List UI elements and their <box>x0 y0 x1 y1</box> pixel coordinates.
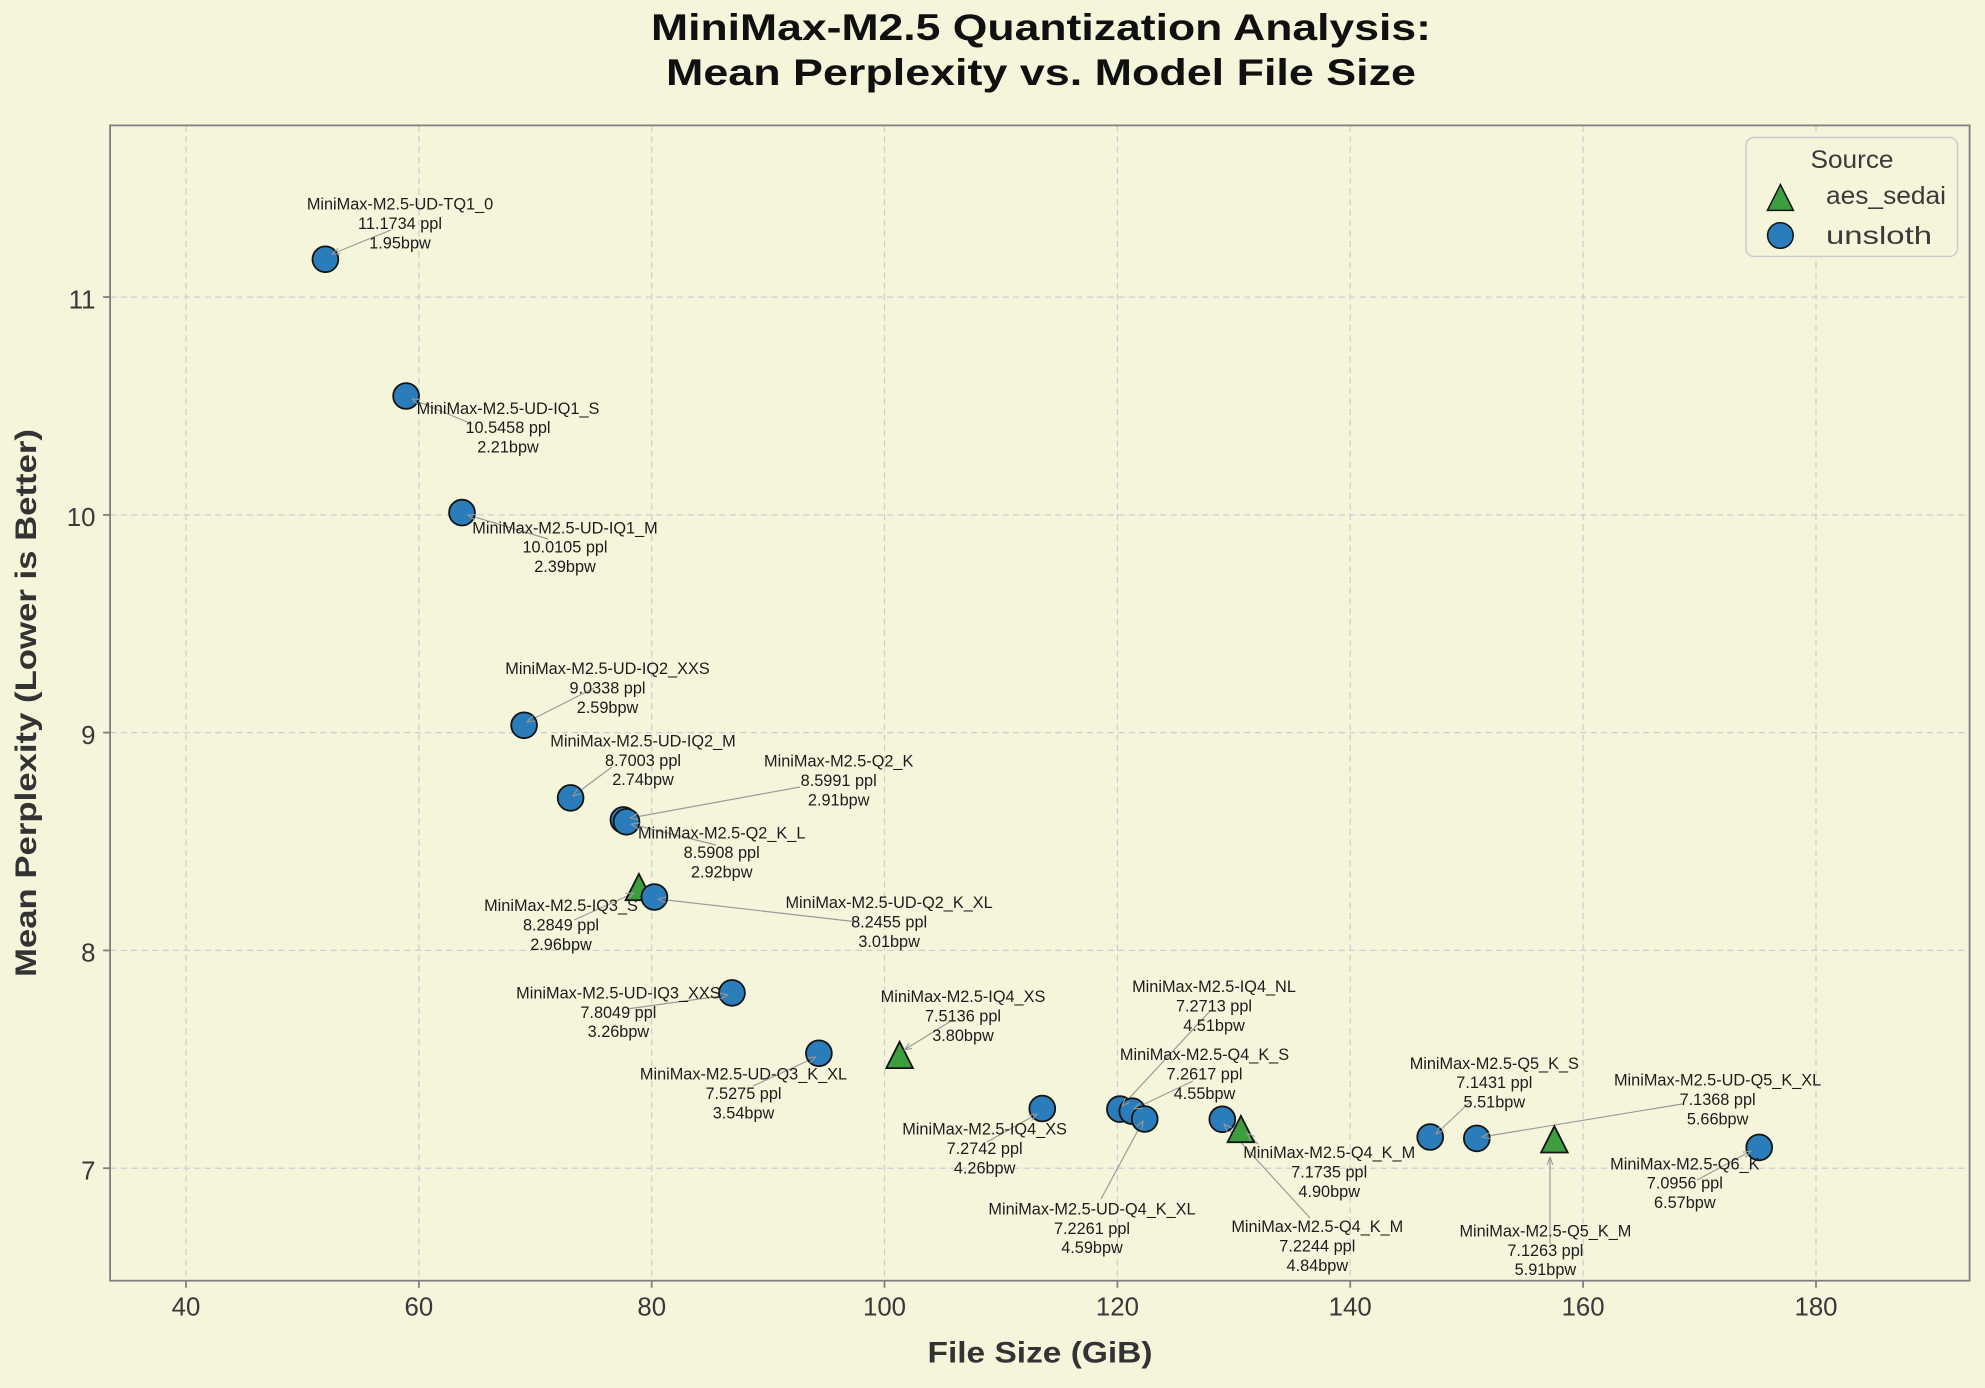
svg-text:MiniMax-M2.5-UD-IQ1_S: MiniMax-M2.5-UD-IQ1_S <box>417 400 600 418</box>
svg-text:MiniMax-M2.5-Q4_K_S: MiniMax-M2.5-Q4_K_S <box>1120 1046 1289 1064</box>
svg-text:7.1735 ppl: 7.1735 ppl <box>1291 1164 1367 1182</box>
svg-text:MiniMax-M2.5-UD-TQ1_0: MiniMax-M2.5-UD-TQ1_0 <box>307 196 493 214</box>
svg-text:9: 9 <box>81 722 95 750</box>
svg-text:MiniMax-M2.5-UD-Q2_K_XL: MiniMax-M2.5-UD-Q2_K_XL <box>785 894 992 912</box>
svg-text:4.26bpw: 4.26bpw <box>954 1159 1016 1177</box>
svg-text:10: 10 <box>67 504 96 532</box>
svg-text:Source: Source <box>1811 146 1894 174</box>
svg-text:5.51bpw: 5.51bpw <box>1464 1094 1526 1112</box>
svg-text:MiniMax-M2.5-IQ4_XS: MiniMax-M2.5-IQ4_XS <box>902 1121 1067 1139</box>
svg-text:7.2742 ppl: 7.2742 ppl <box>947 1140 1023 1158</box>
svg-text:60: 60 <box>405 1294 434 1322</box>
svg-text:5.91bpw: 5.91bpw <box>1515 1261 1577 1279</box>
svg-text:6.57bpw: 6.57bpw <box>1654 1194 1716 1212</box>
svg-text:40: 40 <box>172 1294 201 1322</box>
svg-text:7.5136 ppl: 7.5136 ppl <box>925 1008 1001 1026</box>
svg-text:7.2617 ppl: 7.2617 ppl <box>1166 1066 1242 1084</box>
svg-text:7.8049 ppl: 7.8049 ppl <box>580 1004 656 1022</box>
svg-text:4.55bpw: 4.55bpw <box>1174 1085 1236 1103</box>
svg-text:7.2244 ppl: 7.2244 ppl <box>1279 1237 1355 1255</box>
svg-text:MiniMax-M2.5-UD-Q5_K_XL: MiniMax-M2.5-UD-Q5_K_XL <box>1614 1072 1821 1090</box>
svg-text:MiniMax-M2.5 Quantization Anal: MiniMax-M2.5 Quantization Analysis: <box>651 6 1431 48</box>
svg-text:Mean Perplexity (Lower is Bett: Mean Perplexity (Lower is Better) <box>10 429 43 977</box>
svg-text:3.80bpw: 3.80bpw <box>932 1027 994 1045</box>
svg-text:aes_sedai: aes_sedai <box>1826 182 1946 210</box>
svg-text:MiniMax-M2.5-UD-IQ3_XXS: MiniMax-M2.5-UD-IQ3_XXS <box>516 984 721 1002</box>
svg-text:MiniMax-M2.5-UD-Q4_K_XL: MiniMax-M2.5-UD-Q4_K_XL <box>988 1200 1195 1218</box>
svg-text:unsloth: unsloth <box>1826 222 1932 250</box>
svg-text:7.1263 ppl: 7.1263 ppl <box>1507 1242 1583 1260</box>
svg-text:3.01bpw: 3.01bpw <box>858 933 920 951</box>
svg-text:11: 11 <box>69 286 96 314</box>
svg-text:2.92bpw: 2.92bpw <box>691 863 753 881</box>
svg-text:7.5275 ppl: 7.5275 ppl <box>705 1085 781 1103</box>
svg-text:MiniMax-M2.5-Q5_K_S: MiniMax-M2.5-Q5_K_S <box>1410 1055 1579 1073</box>
svg-text:1.95bpw: 1.95bpw <box>369 234 431 252</box>
svg-text:2.96bpw: 2.96bpw <box>530 936 592 954</box>
svg-text:MiniMax-M2.5-IQ4_NL: MiniMax-M2.5-IQ4_NL <box>1132 978 1296 996</box>
svg-text:File Size (GiB): File Size (GiB) <box>928 1336 1153 1369</box>
svg-text:8.5991 ppl: 8.5991 ppl <box>801 772 877 790</box>
svg-text:8.7003 ppl: 8.7003 ppl <box>605 752 681 770</box>
svg-text:MiniMax-M2.5-UD-IQ2_M: MiniMax-M2.5-UD-IQ2_M <box>550 732 735 750</box>
svg-text:Mean Perplexity vs. Model File: Mean Perplexity vs. Model File Size <box>666 51 1416 93</box>
svg-text:160: 160 <box>1562 1294 1605 1322</box>
svg-text:7: 7 <box>81 1157 95 1185</box>
svg-text:100: 100 <box>863 1294 906 1322</box>
svg-text:80: 80 <box>637 1294 666 1322</box>
svg-text:4.90bpw: 4.90bpw <box>1298 1183 1360 1201</box>
svg-text:MiniMax-M2.5-Q4_K_M: MiniMax-M2.5-Q4_K_M <box>1231 1218 1403 1236</box>
svg-text:7.2261 ppl: 7.2261 ppl <box>1054 1220 1130 1238</box>
svg-text:2.59bpw: 2.59bpw <box>577 699 639 717</box>
svg-text:4.51bpw: 4.51bpw <box>1183 1017 1245 1035</box>
svg-text:3.26bpw: 3.26bpw <box>588 1023 650 1041</box>
svg-text:7.0956 ppl: 7.0956 ppl <box>1647 1175 1723 1193</box>
svg-text:MiniMax-M2.5-UD-IQ2_XXS: MiniMax-M2.5-UD-IQ2_XXS <box>505 660 710 678</box>
svg-text:MiniMax-M2.5-Q2_K: MiniMax-M2.5-Q2_K <box>764 753 913 771</box>
svg-text:180: 180 <box>1794 1294 1837 1322</box>
svg-text:7.2713 ppl: 7.2713 ppl <box>1176 998 1252 1016</box>
svg-text:MiniMax-M2.5-UD-Q3_K_XL: MiniMax-M2.5-UD-Q3_K_XL <box>640 1066 847 1084</box>
svg-text:MiniMax-M2.5-Q5_K_M: MiniMax-M2.5-Q5_K_M <box>1459 1222 1631 1240</box>
svg-text:7.1431 ppl: 7.1431 ppl <box>1456 1074 1532 1092</box>
svg-text:140: 140 <box>1329 1294 1372 1322</box>
svg-text:8.5908 ppl: 8.5908 ppl <box>684 844 760 862</box>
svg-text:MiniMax-M2.5-IQ4_XS: MiniMax-M2.5-IQ4_XS <box>881 988 1046 1006</box>
svg-text:7.1368 ppl: 7.1368 ppl <box>1680 1091 1756 1109</box>
svg-text:2.74bpw: 2.74bpw <box>612 771 674 789</box>
svg-text:MiniMax-M2.5-Q2_K_L: MiniMax-M2.5-Q2_K_L <box>638 825 805 843</box>
svg-text:2.39bpw: 2.39bpw <box>534 558 596 576</box>
svg-text:8.2455 ppl: 8.2455 ppl <box>851 913 927 931</box>
svg-text:4.59bpw: 4.59bpw <box>1061 1239 1123 1257</box>
svg-text:2.21bpw: 2.21bpw <box>477 439 539 457</box>
svg-text:MiniMax-M2.5-Q4_K_M: MiniMax-M2.5-Q4_K_M <box>1243 1144 1415 1162</box>
svg-text:8.2849 ppl: 8.2849 ppl <box>523 916 599 934</box>
svg-text:3.54bpw: 3.54bpw <box>713 1104 775 1122</box>
svg-text:10.0105 ppl: 10.0105 ppl <box>522 539 607 557</box>
svg-text:2.91bpw: 2.91bpw <box>808 791 870 809</box>
svg-text:4.84bpw: 4.84bpw <box>1287 1257 1349 1275</box>
svg-text:MiniMax-M2.5-Q6_K: MiniMax-M2.5-Q6_K <box>1610 1155 1759 1173</box>
svg-text:9.0338 ppl: 9.0338 ppl <box>569 680 645 698</box>
svg-text:5.66bpw: 5.66bpw <box>1687 1110 1749 1128</box>
svg-text:8: 8 <box>81 940 95 968</box>
svg-text:MiniMax-M2.5-IQ3_S: MiniMax-M2.5-IQ3_S <box>484 897 638 915</box>
svg-text:11.1734 ppl: 11.1734 ppl <box>358 215 442 233</box>
svg-text:10.5458 ppl: 10.5458 ppl <box>465 419 550 437</box>
svg-text:120: 120 <box>1096 1294 1139 1322</box>
svg-text:MiniMax-M2.5-UD-IQ1_M: MiniMax-M2.5-UD-IQ1_M <box>472 519 657 537</box>
